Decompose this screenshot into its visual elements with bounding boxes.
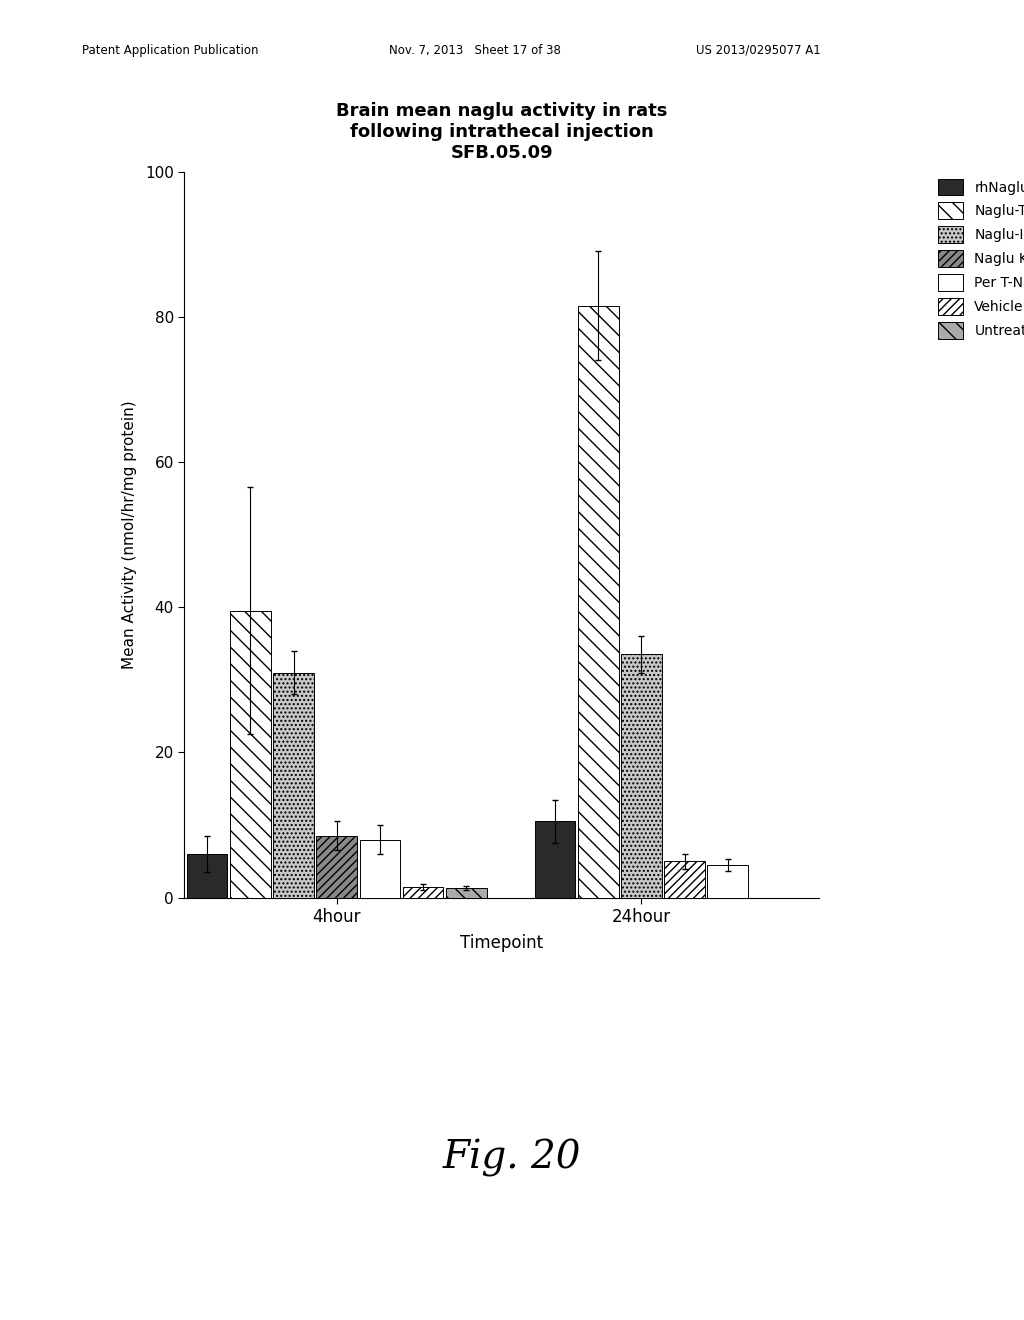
Text: US 2013/0295077 A1: US 2013/0295077 A1 xyxy=(696,44,821,57)
Bar xyxy=(622,655,662,898)
Bar xyxy=(665,861,705,898)
Bar xyxy=(359,840,400,898)
Text: Nov. 7, 2013   Sheet 17 of 38: Nov. 7, 2013 Sheet 17 of 38 xyxy=(389,44,561,57)
Bar xyxy=(535,821,575,898)
Legend: rhNaglu, Naglu-TAT, Naglu-IGFII, Naglu Kif, Per T-Naglu, Vehicle, Untreated: rhNaglu, Naglu-TAT, Naglu-IGFII, Naglu K… xyxy=(938,178,1024,339)
Bar xyxy=(578,306,618,898)
Bar xyxy=(402,887,443,898)
Text: Fig. 20: Fig. 20 xyxy=(442,1139,582,1176)
Text: Patent Application Publication: Patent Application Publication xyxy=(82,44,258,57)
Title: Brain mean naglu activity in rats
following intrathecal injection
SFB.05.09: Brain mean naglu activity in rats follow… xyxy=(336,102,668,162)
Y-axis label: Mean Activity (nmol/hr/mg protein): Mean Activity (nmol/hr/mg protein) xyxy=(122,400,136,669)
Bar xyxy=(708,865,749,898)
Bar xyxy=(273,672,313,898)
Bar xyxy=(445,888,486,898)
Bar xyxy=(316,836,357,898)
Bar xyxy=(186,854,227,898)
X-axis label: Timepoint: Timepoint xyxy=(460,935,544,952)
Bar xyxy=(230,611,270,898)
